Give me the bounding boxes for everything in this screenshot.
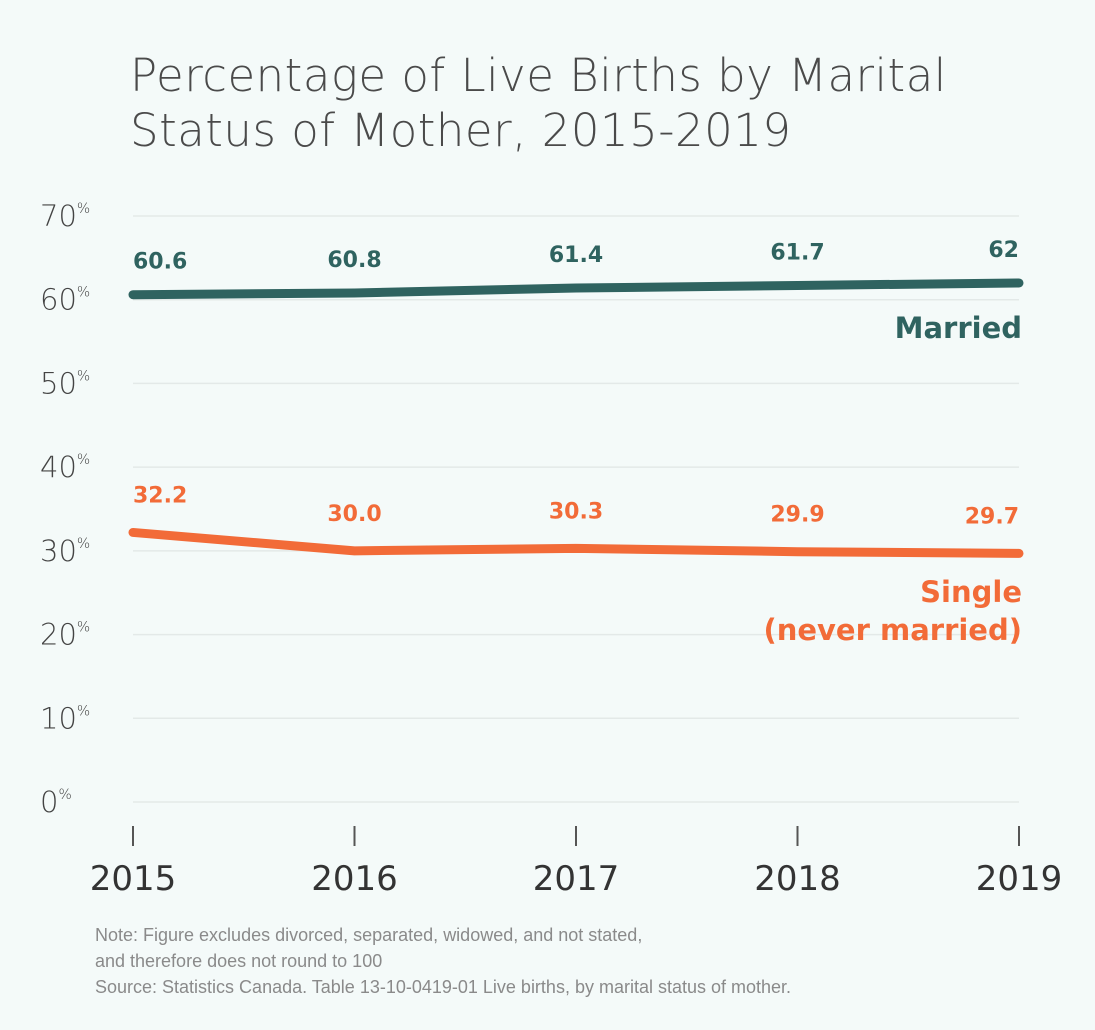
y-tick-label: 0% xyxy=(40,785,72,819)
y-tick-label: 30% xyxy=(40,534,90,568)
series-line-married xyxy=(128,278,1024,300)
x-tick-label: 2018 xyxy=(754,859,841,899)
y-tick-label: 10% xyxy=(40,701,90,735)
source-line: Source: Statistics Canada. Table 13-10-0… xyxy=(95,977,792,997)
chart-title: Percentage of Live Births by Marital Sta… xyxy=(130,48,947,158)
data-label: 32.2 xyxy=(133,483,187,508)
data-label: 29.7 xyxy=(965,504,1019,529)
data-label: 60.6 xyxy=(133,250,187,275)
y-tick-label: 40% xyxy=(40,450,90,484)
y-tick-label: 20% xyxy=(40,618,90,652)
note-line-1: Note: Figure excludes divorced, separate… xyxy=(95,925,643,945)
data-label: 61.4 xyxy=(549,243,603,268)
y-tick-label: 60% xyxy=(40,283,90,317)
chart-title-line-2: Status of Mother, 2015-2019 xyxy=(130,104,792,157)
x-tick-label: 2019 xyxy=(976,859,1063,899)
data-label: 30.0 xyxy=(327,502,381,527)
series-label: (never married) xyxy=(763,613,1022,647)
y-tick-label: 70% xyxy=(40,199,90,233)
data-label: 61.7 xyxy=(770,240,824,265)
chart-notes: Note: Figure excludes divorced, separate… xyxy=(95,922,791,1000)
data-label: 29.9 xyxy=(770,503,824,528)
series-line-single xyxy=(128,527,1024,558)
y-tick-label: 50% xyxy=(40,366,90,400)
data-label: 62 xyxy=(988,238,1019,263)
series-label: Married xyxy=(895,311,1022,345)
x-tick-label: 2015 xyxy=(90,859,177,899)
series-label: Single xyxy=(920,575,1022,609)
data-label: 30.3 xyxy=(549,499,603,524)
x-tick-label: 2016 xyxy=(311,859,398,899)
x-tick-label: 2017 xyxy=(533,859,620,899)
note-line-2: and therefore does not round to 100 xyxy=(95,951,383,971)
chart-title-line-1: Percentage of Live Births by Marital xyxy=(130,49,947,102)
data-label: 60.8 xyxy=(327,248,381,273)
